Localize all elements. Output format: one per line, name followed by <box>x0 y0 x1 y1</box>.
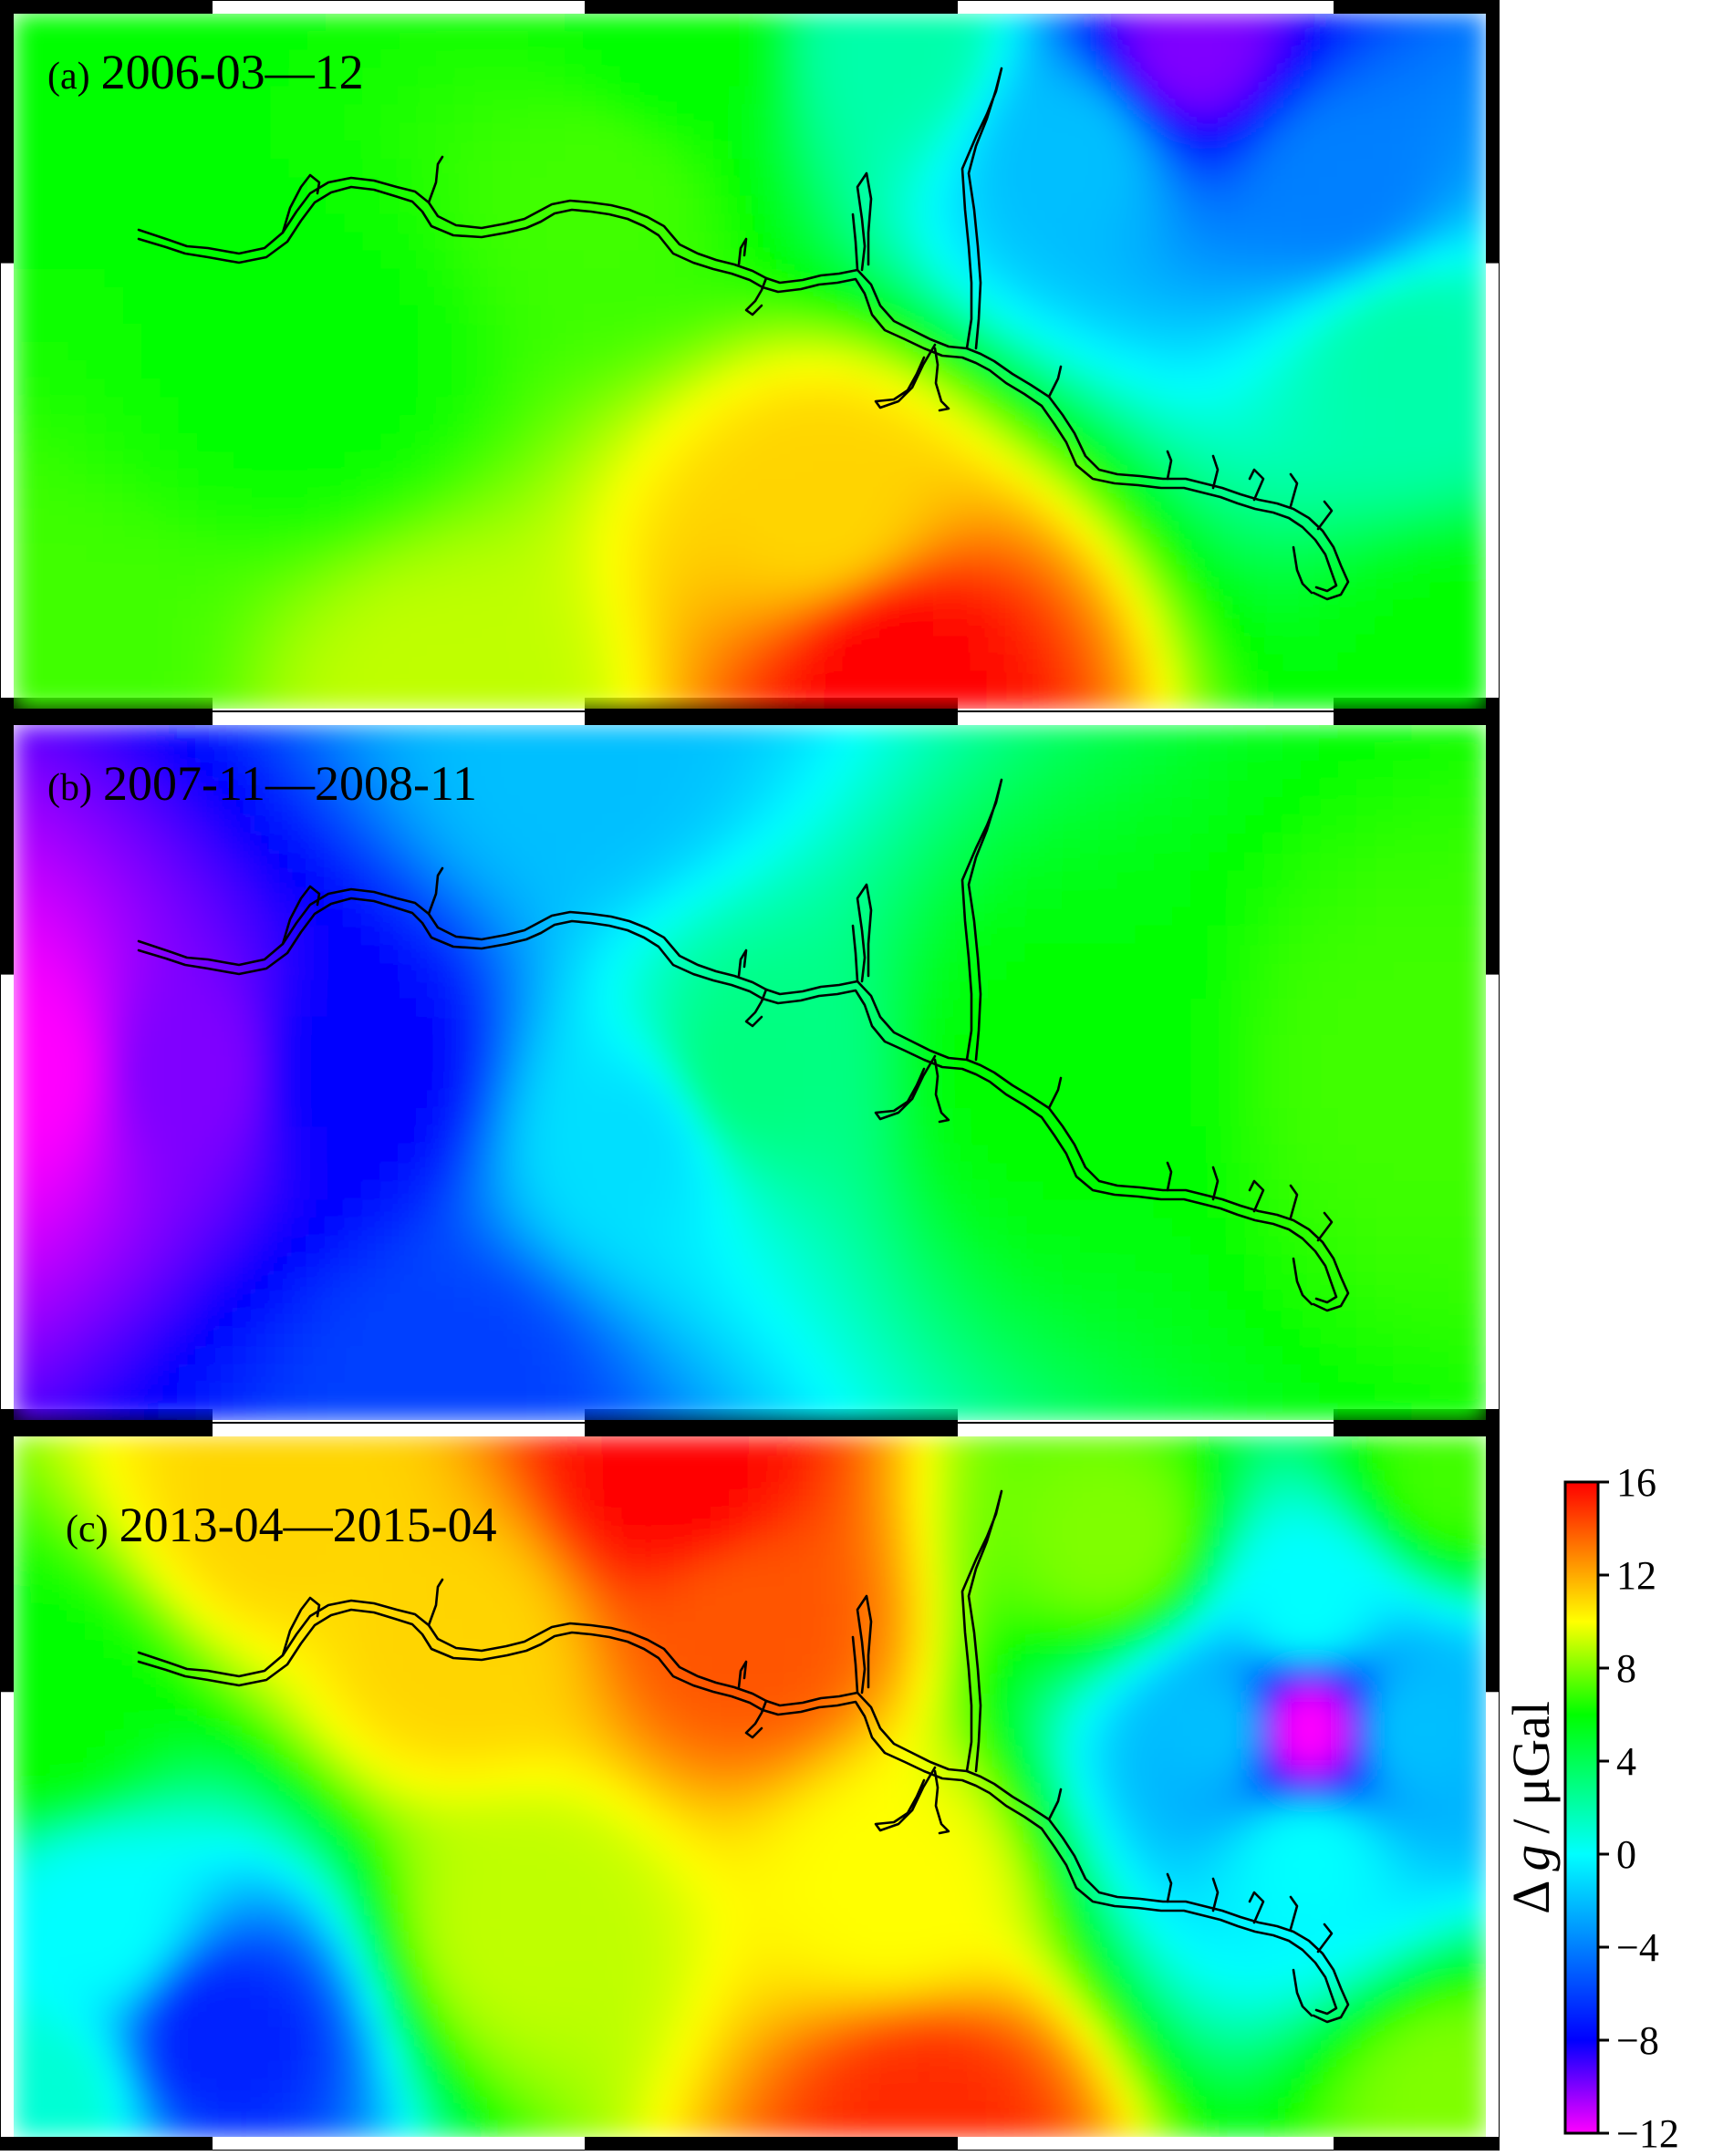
map-panel-b: (b) 2007-11—2008-11 <box>0 711 1500 1423</box>
frame-tick-bar <box>1334 0 1500 14</box>
frame-tick-bar <box>1334 1423 1500 1436</box>
frame-tick-bar <box>0 2137 213 2151</box>
panel-prefix-a: (a) <box>47 56 90 98</box>
colorbar-title-prefix: Δ <box>1501 1881 1561 1914</box>
frame-tick-bar <box>1486 711 1500 975</box>
frame-tick-bar <box>0 1423 213 1436</box>
colorbar-title: Δg / μGal <box>1501 1701 1561 1914</box>
panel-period-c: 2013-04—2015-04 <box>119 1498 497 1552</box>
frame-tick-bar <box>585 711 958 725</box>
gravity-field-c <box>14 1436 1486 2137</box>
map-panel-c: (c) 2013-04—2015-04 <box>0 1423 1500 2151</box>
colorbar-tick-label: −12 <box>1616 2111 1679 2156</box>
colorbar-tick-label: 0 <box>1616 1832 1636 1877</box>
frame-tick-bar <box>1486 0 1500 264</box>
frame-tick-bar <box>1334 2137 1500 2151</box>
colorbar-tick-label: 16 <box>1616 1460 1656 1505</box>
gravity-field-a <box>14 14 1486 709</box>
colorbar-title-unit: / μGal <box>1501 1701 1561 1833</box>
panel-label-b: (b) 2007-11—2008-11 <box>47 756 477 811</box>
colorbar-gradient <box>1565 1482 1598 2133</box>
colorbar: 16 12 8 4 0 −4 −8 −12 Δg / μGal <box>1501 1460 1679 2156</box>
frame-tick-bar <box>1486 1423 1500 1693</box>
frame-tick-bar <box>0 0 14 264</box>
colorbar-title-variable: g <box>1501 1845 1561 1871</box>
panel-period-a: 2006-03—12 <box>101 45 364 99</box>
colorbar-tick-label: 12 <box>1616 1553 1656 1598</box>
colorbar-tick-label: 4 <box>1616 1739 1636 1784</box>
colorbar-tick-label: −8 <box>1616 2018 1659 2063</box>
panel-label-c: (c) 2013-04—2015-04 <box>66 1498 497 1552</box>
panel-label-a: (a) 2006-03—12 <box>47 45 364 99</box>
colorbar-border <box>1563 1480 1600 2135</box>
panel-prefix-b: (b) <box>47 767 92 809</box>
gravity-field-b <box>14 725 1486 1420</box>
panel-prefix-c: (c) <box>66 1508 109 1550</box>
frame-ticks-c <box>0 1423 1500 2151</box>
frame-tick-bar <box>0 0 213 14</box>
frame-tick-bar <box>585 2137 958 2151</box>
frame-tick-bar <box>585 1423 958 1436</box>
map-panel-a: (a) 2006-03—12 <box>0 0 1500 711</box>
colorbar-tick-label: 8 <box>1616 1646 1636 1691</box>
frame-tick-bar <box>585 0 958 14</box>
frame-tick-bar <box>0 1423 14 1693</box>
frame-tick-bar <box>0 711 14 975</box>
panel-period-b: 2007-11—2008-11 <box>103 756 477 811</box>
colorbar-ticks: 16 12 8 4 0 −4 −8 −12 <box>1598 1460 1679 2156</box>
frame-tick-bar <box>0 711 213 725</box>
colorbar-tick-label: −4 <box>1616 1925 1659 1970</box>
frame-tick-bar <box>1334 711 1500 725</box>
